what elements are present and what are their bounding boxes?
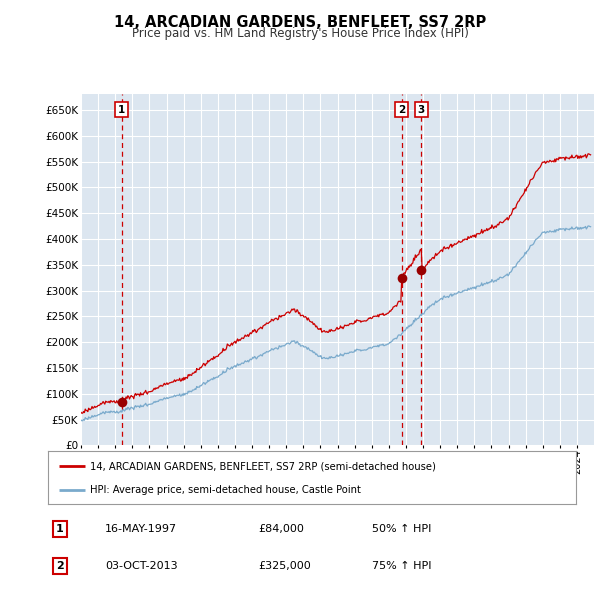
Text: 1: 1 xyxy=(56,524,64,534)
Text: 14, ARCADIAN GARDENS, BENFLEET, SS7 2RP: 14, ARCADIAN GARDENS, BENFLEET, SS7 2RP xyxy=(114,15,486,30)
Text: 75% ↑ HPI: 75% ↑ HPI xyxy=(372,561,431,571)
Text: 16-MAY-1997: 16-MAY-1997 xyxy=(105,524,177,534)
Text: 2: 2 xyxy=(398,105,405,115)
Text: Price paid vs. HM Land Registry's House Price Index (HPI): Price paid vs. HM Land Registry's House … xyxy=(131,27,469,40)
Text: £325,000: £325,000 xyxy=(258,561,311,571)
Text: 1: 1 xyxy=(118,105,125,115)
Text: 3: 3 xyxy=(418,105,425,115)
Text: HPI: Average price, semi-detached house, Castle Point: HPI: Average price, semi-detached house,… xyxy=(90,484,361,494)
Text: 14, ARCADIAN GARDENS, BENFLEET, SS7 2RP (semi-detached house): 14, ARCADIAN GARDENS, BENFLEET, SS7 2RP … xyxy=(90,461,436,471)
Text: 03-OCT-2013: 03-OCT-2013 xyxy=(105,561,178,571)
Text: £84,000: £84,000 xyxy=(258,524,304,534)
Text: 50% ↑ HPI: 50% ↑ HPI xyxy=(372,524,431,534)
Text: 2: 2 xyxy=(56,561,64,571)
